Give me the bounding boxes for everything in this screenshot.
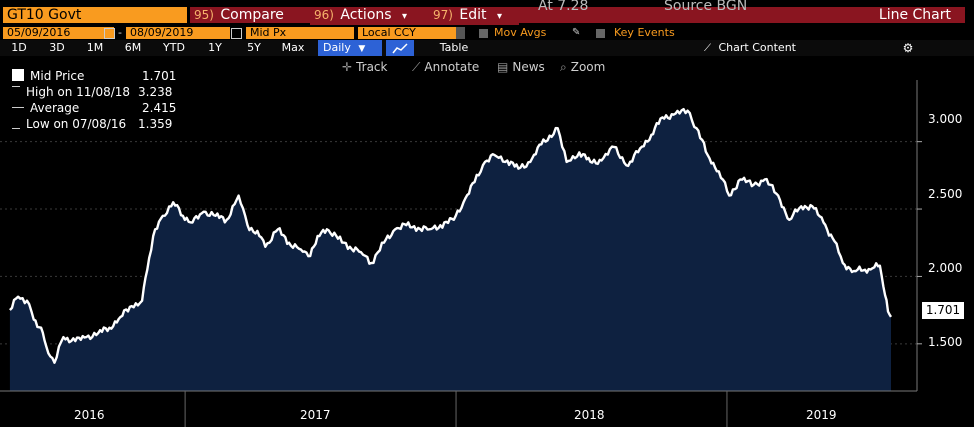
security-field[interactable]: GT10 Govt <box>3 7 187 23</box>
mov-avgs-checkbox[interactable] <box>479 29 488 38</box>
line-chart-icon <box>392 43 408 54</box>
legend-label: Low on 07/08/16 <box>26 117 127 131</box>
chart-content-icon: ⟋ <box>704 43 711 54</box>
key-events-checkbox[interactable] <box>596 29 605 38</box>
chevron-down-icon: ▾ <box>402 11 408 22</box>
start-date: 05/09/2016 <box>7 26 71 39</box>
field-select[interactable]: Mid Px <box>246 27 354 39</box>
tool-bar: ✛ Track ⟋ Annotate ▤ News ⌕ Zoom <box>0 56 974 80</box>
compare-number: 95) <box>194 8 214 22</box>
news-label: News <box>512 60 545 74</box>
track-button[interactable]: ✛ Track <box>342 58 387 76</box>
edit-button[interactable]: 97) Edit ▾ <box>429 7 519 25</box>
period-bar: 1D 3D 1M 6M YTD 1Y 5Y Max Daily ▼ Table … <box>0 40 974 56</box>
crosshair-icon: ✛ <box>342 60 353 74</box>
x-year-label: 2018 <box>574 408 605 422</box>
low-marker-icon <box>12 118 20 129</box>
x-year-label: 2019 <box>806 408 837 422</box>
start-date-field[interactable]: 05/09/2016 <box>3 27 114 39</box>
y-tick-label: 1.500 <box>928 335 963 349</box>
period-ytd-button[interactable]: YTD <box>163 41 185 54</box>
chevron-down-icon: ▼ <box>358 44 366 54</box>
legend-label: Mid Price <box>30 69 85 83</box>
annotate-button[interactable]: ⟋ Annotate <box>412 58 479 76</box>
period-max-button[interactable]: Max <box>281 41 305 54</box>
zoom-button[interactable]: ⌕ Zoom <box>560 58 605 76</box>
legend-item-high: High on 11/08/18 3.238 <box>12 85 172 100</box>
compare-label: Compare <box>220 7 284 23</box>
table-button[interactable]: Table <box>439 41 469 54</box>
partial-at-text: At 7.28 <box>538 0 589 14</box>
chart-content-label: Chart Content <box>718 41 796 54</box>
period-3d-button[interactable]: 3D <box>49 41 65 54</box>
view-label: Line Chart <box>878 7 951 23</box>
legend-item-average: Average 2.415 <box>12 101 176 116</box>
axis-ticks <box>184 141 922 427</box>
field-value: Mid Px <box>250 26 287 39</box>
legend-value: 3.238 <box>138 85 173 99</box>
end-date-field[interactable]: 08/09/2019 <box>126 27 230 39</box>
period-1y-button[interactable]: 1Y <box>208 41 222 54</box>
x-year-label: 2017 <box>300 408 331 422</box>
price-area-fill <box>9 109 891 391</box>
y-tick-label: 3.000 <box>928 112 963 126</box>
last-price-value: 1.701 <box>925 303 961 317</box>
key-events-label: Key Events <box>614 26 675 39</box>
high-marker-icon <box>12 86 20 97</box>
options-bar: 05/09/2016 - 08/09/2019 Mid Px Local CCY… <box>0 27 974 40</box>
period-6m-button[interactable]: 6M <box>124 41 142 54</box>
calendar-icon[interactable] <box>231 28 242 39</box>
zoom-label: Zoom <box>570 60 606 74</box>
edit-number: 97) <box>433 8 453 22</box>
last-price-marker: 1.701 <box>922 302 964 319</box>
end-date: 08/09/2019 <box>130 26 194 39</box>
news-icon: ▤ <box>497 60 509 74</box>
legend-label: High on 11/08/18 <box>26 85 131 99</box>
average-marker-icon <box>12 107 24 113</box>
annotate-icon: ⟋ <box>412 60 421 74</box>
x-year-label: 2016 <box>74 408 105 422</box>
gear-icon[interactable]: ⚙ <box>902 41 914 55</box>
legend-value: 1.701 <box>142 69 177 83</box>
chart-content-button[interactable]: ⟋ Chart Content <box>690 40 810 56</box>
legend-value: 2.415 <box>142 101 177 115</box>
period-1d-button[interactable]: 1D <box>11 41 27 54</box>
price-series-line <box>9 107 893 364</box>
pencil-icon[interactable]: ✎ <box>572 27 581 38</box>
period-1m-button[interactable]: 1M <box>86 41 104 54</box>
period-5y-button[interactable]: 5Y <box>247 41 261 54</box>
magnifier-icon: ⌕ <box>560 60 567 74</box>
header-bar: GT10 Govt 95) Compare 96) Actions ▾ 97) … <box>0 0 974 27</box>
actions-label: Actions <box>340 7 392 23</box>
chart-legend: Mid Price 1.701 High on 11/08/18 3.238 Ave… <box>12 69 192 139</box>
edit-label: Edit <box>459 7 487 23</box>
actions-button[interactable]: 96) Actions ▾ <box>310 7 430 25</box>
currency-value: Local CCY <box>362 26 416 39</box>
legend-item-mid-price[interactable]: Mid Price 1.701 <box>12 69 176 84</box>
date-separator: - <box>118 26 122 39</box>
chevron-down-icon: ▾ <box>496 11 503 22</box>
line-chart-toggle[interactable] <box>386 40 414 56</box>
legend-label: Average <box>30 101 80 115</box>
y-tick-label: 2.500 <box>928 187 963 201</box>
actions-number: 96) <box>314 8 334 22</box>
white-square-icon <box>12 69 24 81</box>
annotate-label: Annotate <box>424 60 480 74</box>
legend-value: 1.359 <box>138 117 173 131</box>
compare-button[interactable]: 95) Compare <box>190 7 310 23</box>
track-label: Track <box>356 60 388 74</box>
y-tick-label: 2.000 <box>928 261 963 275</box>
mov-avgs-label: Mov Avgs <box>494 26 547 39</box>
currency-select[interactable]: Local CCY <box>358 27 462 39</box>
frequency-select[interactable]: Daily ▼ <box>318 40 382 56</box>
news-button[interactable]: ▤ News <box>497 58 545 76</box>
security-ticker: GT10 Govt <box>7 7 82 23</box>
partial-source-text: Source BGN <box>664 0 748 14</box>
chevron-down-icon[interactable] <box>456 27 465 39</box>
title-band: At 7.28 Source BGN Line Chart <box>518 0 965 23</box>
legend-item-low: Low on 07/08/16 1.359 <box>12 117 172 132</box>
calendar-icon[interactable] <box>104 28 115 39</box>
frequency-value: Daily <box>323 41 351 54</box>
